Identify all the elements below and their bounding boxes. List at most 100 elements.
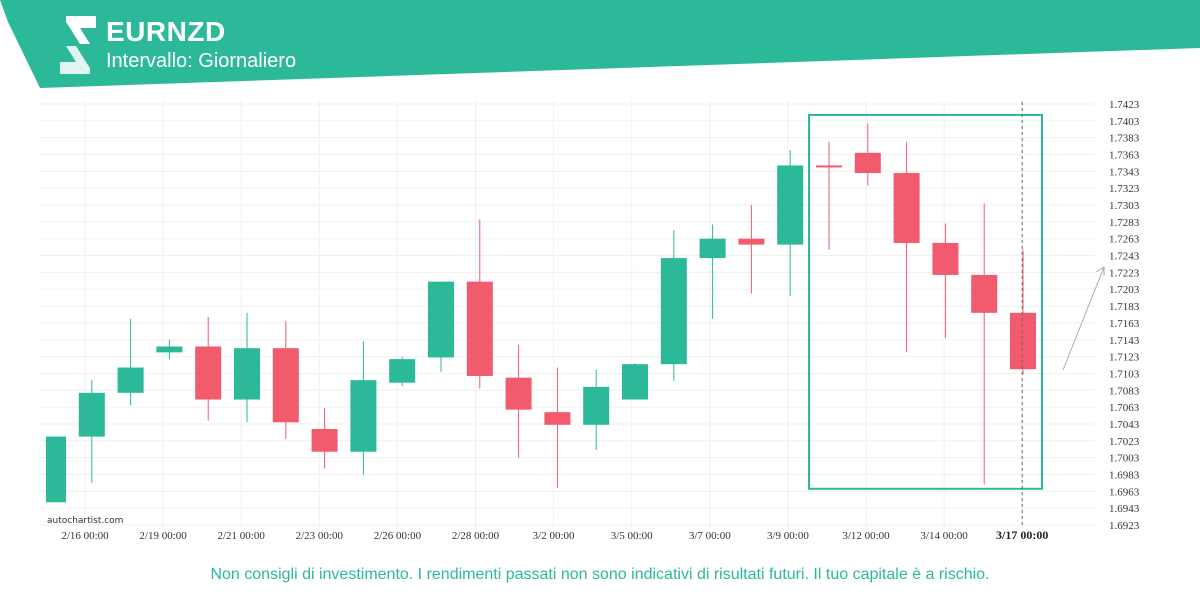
x-tick-label: 3/14 00:00 [920, 530, 968, 542]
x-tick-label: 3/7 00:00 [689, 530, 731, 542]
y-tick-label: 1.7383 [1109, 133, 1140, 145]
candle [932, 223, 959, 339]
candle [117, 318, 144, 406]
candle-body [544, 412, 571, 425]
y-tick-label: 1.7023 [1109, 436, 1140, 448]
candle [272, 321, 299, 440]
candle [46, 436, 66, 503]
header-background [0, 0, 1200, 88]
y-tick-label: 1.7103 [1109, 368, 1140, 380]
candle-body [78, 392, 105, 437]
candle-body [350, 380, 377, 452]
candle [505, 344, 532, 458]
candle-body [311, 429, 338, 452]
y-tick-label: 1.7243 [1109, 251, 1140, 263]
interval-subtitle: Intervallo: Giornaliero [106, 50, 297, 72]
grid-lines [40, 100, 1095, 528]
candle-body [932, 242, 959, 275]
candle-body [156, 346, 183, 353]
candle [428, 281, 454, 372]
header-band [0, 0, 1200, 88]
y-tick-label: 1.6943 [1109, 503, 1140, 515]
candle-body [816, 165, 842, 168]
candle [660, 230, 687, 382]
y-tick-label: 1.7403 [1109, 116, 1140, 128]
candle-body [699, 238, 726, 259]
candle-body [893, 173, 920, 243]
candle [1010, 249, 1036, 375]
x-tick-label: 3/9 00:00 [767, 530, 809, 542]
candle [583, 370, 610, 451]
candle [971, 203, 998, 485]
y-tick-label: 1.7343 [1109, 166, 1140, 178]
x-tick-label: 2/19 00:00 [139, 530, 187, 542]
pattern-box [808, 113, 1043, 490]
candle [156, 339, 183, 360]
candle [234, 312, 260, 423]
y-tick-label: 1.7143 [1109, 335, 1140, 347]
y-tick-label: 1.6923 [1109, 520, 1140, 532]
x-tick-label: 2/23 00:00 [296, 530, 344, 542]
y-tick-label: 1.7363 [1109, 150, 1140, 162]
candle-body [272, 348, 299, 423]
candle [78, 380, 105, 483]
pattern-highlight [808, 113, 1043, 490]
candle-body [466, 281, 493, 376]
candle [195, 317, 222, 421]
trend-arrow-line [1062, 266, 1105, 371]
candle-body [622, 364, 648, 400]
x-axis: 2/16 00:00 2/19 00:00 2/21 00:00 2/23 00:00… [61, 528, 1048, 542]
y-tick-label: 1.7163 [1109, 318, 1140, 330]
x-tick-label: 3/17 00:00 [996, 528, 1048, 542]
autochartist-logo-icon [60, 16, 96, 74]
y-tick-label: 1.6983 [1109, 469, 1140, 481]
symbol-title: EURNZD [106, 16, 226, 47]
candle-body [505, 377, 532, 410]
candle [854, 123, 881, 186]
candle-body [428, 281, 454, 358]
candle-body [738, 238, 765, 245]
y-tick-label: 1.7263 [1109, 234, 1140, 246]
candle [893, 141, 920, 353]
y-tick-label: 1.7423 [1109, 99, 1140, 111]
candlestick-chart: 1.7423 1.7403 1.7383 1.7363 1.7343 1.7323 1.73… [40, 99, 1140, 542]
x-tick-label: 2/21 00:00 [218, 530, 266, 542]
candle [311, 407, 338, 469]
candle-body [46, 436, 66, 503]
x-tick-label: 2/28 00:00 [452, 530, 500, 542]
y-tick-label: 1.7183 [1109, 301, 1140, 313]
candle [699, 224, 726, 319]
candle [738, 205, 765, 294]
candle-body [234, 348, 260, 400]
candle [389, 356, 416, 387]
candle-body [583, 386, 610, 425]
candle-body [195, 346, 222, 400]
watermark: autochartist.com [47, 516, 124, 526]
candle-body [660, 258, 687, 365]
candle [622, 363, 648, 400]
candle-body [971, 274, 998, 313]
y-tick-label: 1.7323 [1109, 183, 1140, 195]
x-tick-label: 3/12 00:00 [842, 530, 890, 542]
y-tick-label: 1.7203 [1109, 284, 1140, 296]
x-tick-label: 3/2 00:00 [533, 530, 575, 542]
y-axis: 1.7423 1.7403 1.7383 1.7363 1.7343 1.7323 1.73… [1109, 99, 1140, 532]
y-tick-label: 1.7003 [1109, 453, 1140, 465]
candle [816, 141, 842, 250]
disclaimer-text: Non consigli di investimento. I rendimen… [210, 566, 990, 583]
candle [466, 219, 493, 389]
candle-body [389, 359, 416, 383]
x-tick-label: 2/26 00:00 [374, 530, 422, 542]
y-tick-label: 1.7123 [1109, 352, 1140, 364]
y-tick-label: 1.7083 [1109, 385, 1140, 397]
candle-body [854, 152, 881, 174]
y-tick-label: 1.7063 [1109, 402, 1140, 414]
candle [544, 367, 571, 488]
candle-body [117, 367, 144, 393]
candle [350, 341, 377, 475]
y-tick-label: 1.6963 [1109, 486, 1140, 498]
x-tick-label: 2/16 00:00 [61, 530, 109, 542]
y-tick-label: 1.7283 [1109, 217, 1140, 229]
x-tick-label: 3/5 00:00 [611, 530, 653, 542]
trend-arrow-head-icon [1095, 266, 1105, 276]
